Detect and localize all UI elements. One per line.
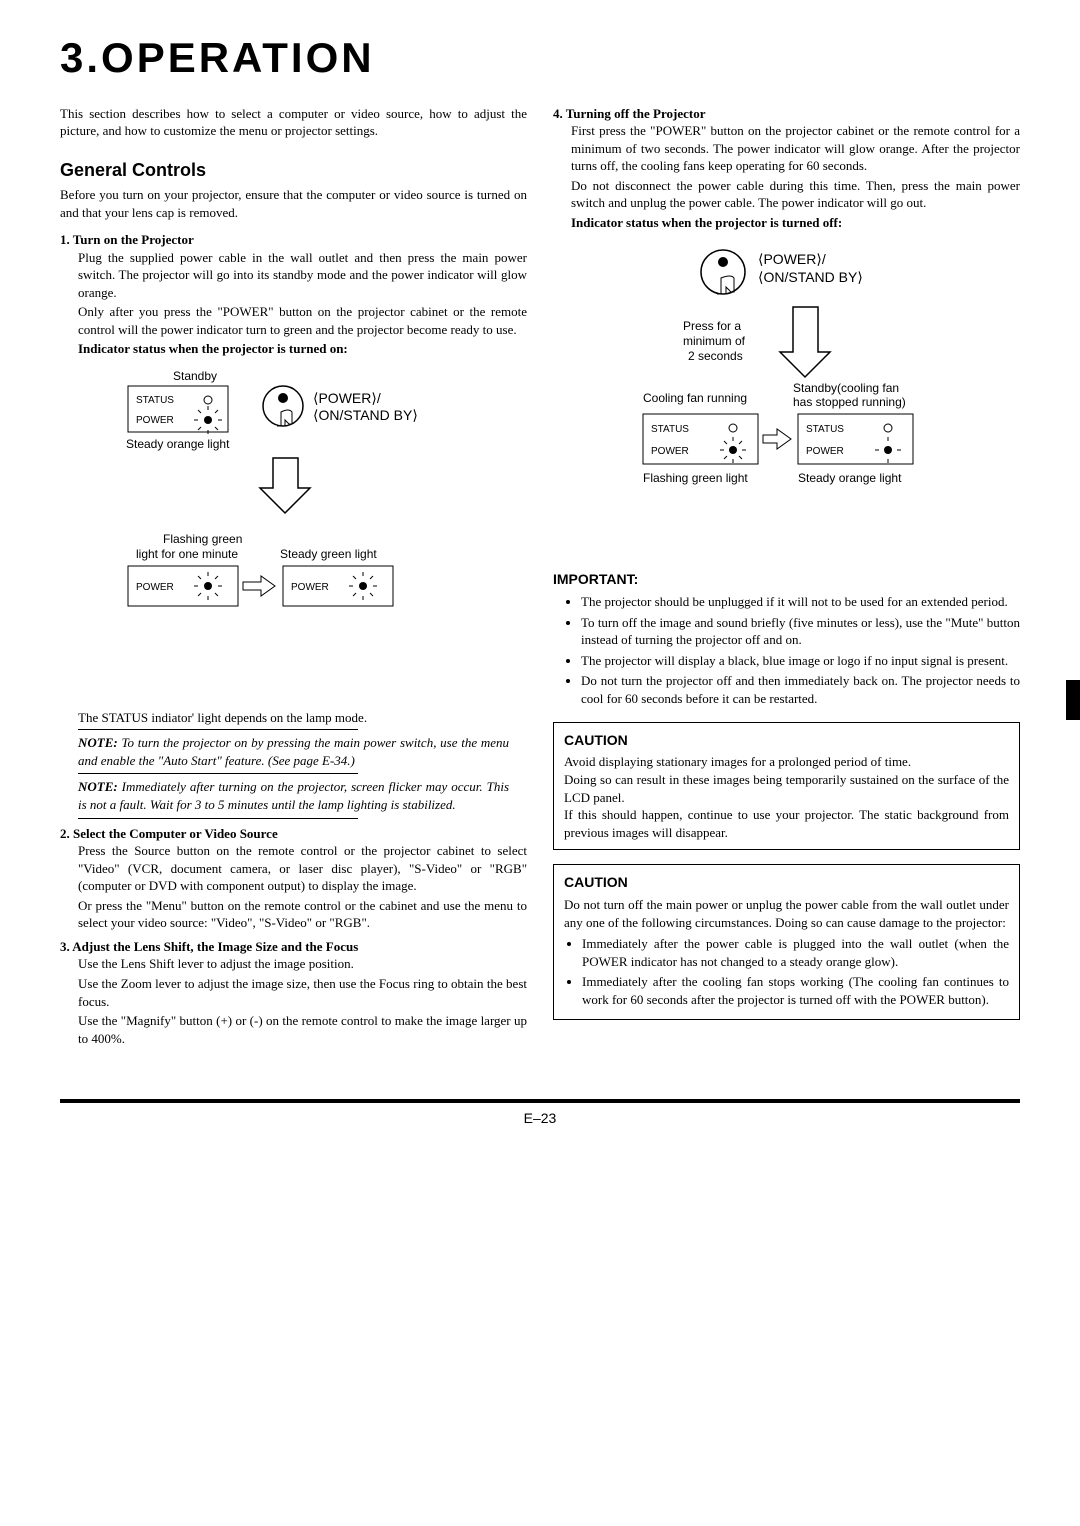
- important-item: Do not turn the projector off and then i…: [581, 672, 1020, 707]
- footer-rule: [60, 1099, 1020, 1103]
- step3-head: 3. Adjust the Lens Shift, the Image Size…: [60, 938, 527, 956]
- caution2-item: Immediately after the power cable is plu…: [582, 935, 1009, 970]
- svg-text:⟨ON/STAND BY⟩: ⟨ON/STAND BY⟩: [758, 269, 863, 285]
- caution2-intro: Do not turn off the main power or unplug…: [564, 896, 1009, 931]
- svg-text:Flashing green: Flashing green: [163, 532, 242, 546]
- intro-text: This section describes how to select a c…: [60, 105, 527, 140]
- step1-body2: Only after you press the "POWER" button …: [78, 303, 527, 338]
- status-depends: The STATUS indiator' light depends on th…: [78, 709, 527, 727]
- step4-head: 4. Turning off the Projector: [553, 105, 1020, 123]
- indicator-on-label: Indicator status when the projector is t…: [78, 340, 527, 358]
- svg-text:Steady orange light: Steady orange light: [126, 437, 230, 451]
- svg-text:Flashing green light: Flashing green light: [643, 471, 748, 485]
- svg-text:Standby: Standby: [173, 369, 217, 383]
- step3-body: Use the Lens Shift lever to adjust the i…: [78, 955, 527, 973]
- svg-text:Steady green light: Steady green light: [280, 547, 377, 561]
- diagram-power-on: Standby STATUS POWER Steady oran: [78, 368, 509, 703]
- step3-body3: Use the "Magnify" button (+) or (-) on t…: [78, 1012, 527, 1047]
- diagram-power-off: ⟨POWER⟩/ ⟨ON/STAND BY⟩ Press for a minim…: [593, 242, 1002, 557]
- note-rule-1a: [78, 729, 358, 730]
- side-tab: [1066, 680, 1080, 720]
- caution2-list: Immediately after the power cable is plu…: [582, 935, 1009, 1008]
- svg-text:⟨ON/STAND BY⟩: ⟨ON/STAND BY⟩: [313, 407, 418, 423]
- page-title: 3.OPERATION: [60, 30, 1020, 87]
- note-rule-2b: [78, 818, 358, 819]
- caution1-title: CAUTION: [564, 731, 1009, 750]
- step3-body2: Use the Zoom lever to adjust the image s…: [78, 975, 527, 1010]
- general-intro: Before you turn on your projector, ensur…: [60, 186, 527, 221]
- svg-text:Steady orange light: Steady orange light: [798, 471, 902, 485]
- important-heading: IMPORTANT:: [553, 570, 1020, 589]
- important-list: The projector should be unplugged if it …: [581, 593, 1020, 707]
- caution1-p3: If this should happen, continue to use y…: [564, 806, 1009, 841]
- svg-text:⟨POWER⟩/: ⟨POWER⟩/: [758, 251, 826, 267]
- important-item: The projector should be unplugged if it …: [581, 593, 1020, 611]
- svg-text:POWER: POWER: [806, 446, 844, 457]
- note-2: NOTE: Immediately after turning on the p…: [78, 778, 509, 813]
- content-columns: This section describes how to select a c…: [60, 105, 1020, 1049]
- svg-text:POWER: POWER: [651, 446, 689, 457]
- left-column: This section describes how to select a c…: [60, 105, 527, 1049]
- important-item: To turn off the image and sound briefly …: [581, 614, 1020, 649]
- step2-body: Press the Source button on the remote co…: [78, 842, 527, 895]
- svg-text:STATUS: STATUS: [806, 424, 844, 435]
- svg-text:POWER: POWER: [136, 582, 174, 593]
- svg-text:has stopped running): has stopped running): [793, 395, 906, 409]
- caution-box-2: CAUTION Do not turn off the main power o…: [553, 864, 1020, 1020]
- note-1: NOTE: To turn the projector on by pressi…: [78, 734, 509, 769]
- right-column: 4. Turning off the Projector First press…: [553, 105, 1020, 1049]
- svg-text:POWER: POWER: [136, 415, 174, 426]
- note-rule-1b: [78, 773, 358, 774]
- caution2-title: CAUTION: [564, 873, 1009, 892]
- svg-text:Cooling fan running: Cooling fan running: [643, 391, 747, 405]
- general-controls-heading: General Controls: [60, 158, 527, 182]
- svg-text:Press for a: Press for a: [683, 319, 741, 333]
- step4-body: First press the "POWER" button on the pr…: [571, 122, 1020, 175]
- caution-box-1: CAUTION Avoid displaying stationary imag…: [553, 722, 1020, 851]
- svg-text:⟨POWER⟩/: ⟨POWER⟩/: [313, 390, 381, 406]
- svg-text:STATUS: STATUS: [136, 395, 174, 406]
- svg-text:light for one minute: light for one minute: [136, 547, 238, 561]
- svg-text:STATUS: STATUS: [651, 424, 689, 435]
- step1-body: Plug the supplied power cable in the wal…: [78, 249, 527, 302]
- svg-text:2 seconds: 2 seconds: [688, 349, 743, 363]
- page-number: E–23: [60, 1109, 1020, 1128]
- svg-text:minimum of: minimum of: [683, 334, 746, 348]
- svg-text:Standby(cooling fan: Standby(cooling fan: [793, 381, 899, 395]
- caution1-p1: Avoid displaying stationary images for a…: [564, 753, 1009, 771]
- caution1-p2: Doing so can result in these images bein…: [564, 771, 1009, 806]
- step4-body2: Do not disconnect the power cable during…: [571, 177, 1020, 212]
- caution2-item: Immediately after the cooling fan stops …: [582, 973, 1009, 1008]
- indicator-off-label: Indicator status when the projector is t…: [571, 214, 1020, 232]
- important-item: The projector will display a black, blue…: [581, 652, 1020, 670]
- step2-head: 2. Select the Computer or Video Source: [60, 825, 527, 843]
- step1-head: 1. Turn on the Projector: [60, 231, 527, 249]
- step2-body2: Or press the "Menu" button on the remote…: [78, 897, 527, 932]
- svg-text:POWER: POWER: [291, 582, 329, 593]
